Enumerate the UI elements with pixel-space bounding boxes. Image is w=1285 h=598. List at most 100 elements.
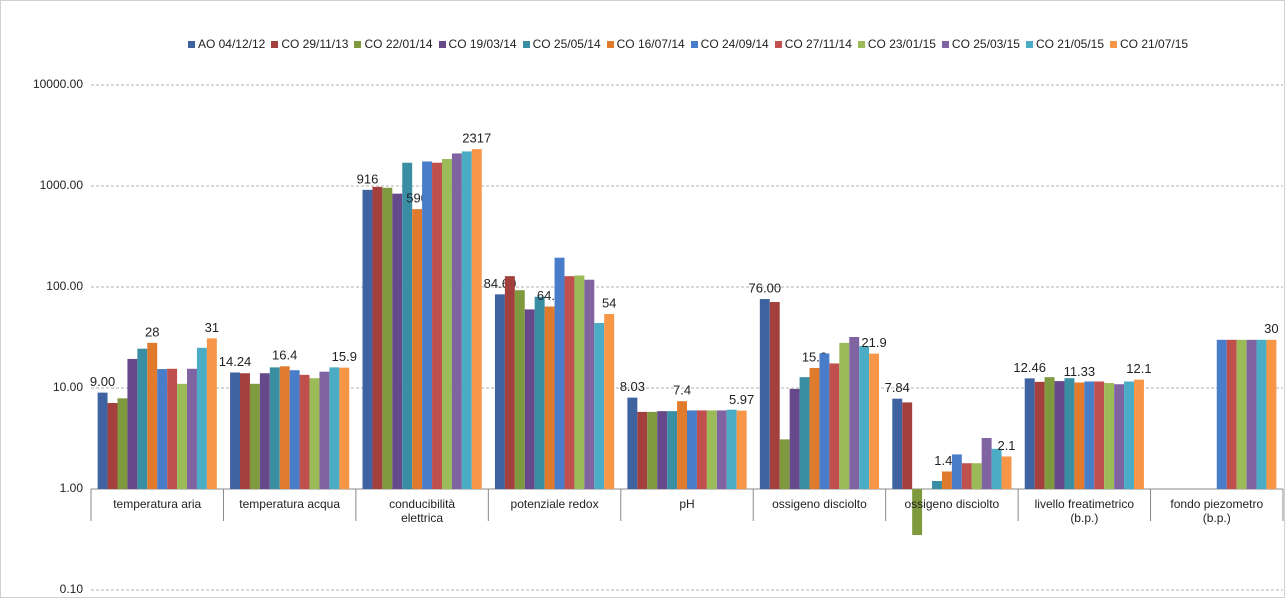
x-tick-label: pH (679, 497, 695, 511)
bar (657, 411, 668, 489)
bar (432, 162, 442, 489)
legend-swatch (1110, 40, 1118, 48)
bar (1084, 381, 1095, 489)
data-label: 5.97 (729, 392, 754, 407)
bar (574, 275, 585, 489)
data-label: 28 (145, 324, 159, 339)
bar (1256, 339, 1267, 489)
bar (932, 481, 942, 489)
bar (1064, 378, 1075, 489)
bar (1001, 456, 1012, 489)
bar (869, 353, 880, 489)
legend-label: CO 25/03/15 (951, 37, 1020, 51)
x-tick-label: temperatura aria (113, 497, 202, 511)
bar (167, 368, 178, 489)
bar (892, 398, 903, 489)
bar (677, 401, 687, 489)
bar (524, 309, 535, 489)
bar (177, 383, 188, 489)
legend-label: CO 16/07/14 (616, 37, 685, 51)
legend-label: AO 04/12/12 (197, 37, 266, 51)
bar (97, 392, 108, 489)
bar (1134, 379, 1144, 489)
x-tick-label: ossigeno disciolto (904, 497, 1000, 511)
bar (687, 410, 697, 489)
bar (971, 463, 982, 489)
bar (961, 463, 972, 489)
bar (859, 346, 870, 489)
y-tick-label: 10.00 (53, 380, 83, 394)
bar (789, 388, 800, 489)
bar (1034, 381, 1045, 489)
bar (1124, 381, 1134, 489)
data-label: 31 (205, 320, 219, 335)
bar (534, 296, 545, 489)
data-label: 12.1 (1126, 361, 1151, 376)
legend-item: CO 27/11/14 (774, 37, 852, 51)
bar (1104, 383, 1115, 489)
bar (230, 372, 240, 489)
data-label: 2.1 (997, 438, 1015, 453)
legend-swatch (857, 40, 865, 48)
bar (329, 367, 340, 489)
bar (461, 151, 472, 489)
legend-item: CO 23/01/15 (857, 37, 936, 51)
legend-swatch (271, 40, 279, 48)
bar (809, 367, 820, 489)
bar (309, 378, 320, 489)
legend-item: CO 22/01/14 (354, 37, 433, 51)
bar (941, 471, 952, 489)
bar (259, 373, 270, 489)
bar (494, 294, 505, 489)
y-tick-label: 0.10 (60, 582, 84, 596)
data-label: 15.9 (332, 349, 357, 364)
data-label: 8.03 (620, 379, 645, 394)
legend-label: CO 27/11/14 (784, 37, 852, 51)
bar (1246, 339, 1257, 489)
bar (269, 367, 280, 489)
bar (839, 342, 850, 489)
data-label: 9.00 (90, 374, 115, 389)
bar (187, 368, 197, 489)
bar (819, 353, 830, 489)
bar (584, 279, 595, 489)
bar (912, 489, 923, 536)
data-label: 21.9 (861, 335, 886, 350)
legend-swatch (187, 40, 195, 48)
bar (544, 306, 555, 489)
bar (147, 342, 158, 489)
bar (249, 383, 260, 489)
bar (107, 403, 118, 489)
bar (279, 366, 290, 489)
legend-label: CO 21/05/15 (1035, 37, 1105, 51)
bar (637, 411, 648, 489)
bar (951, 454, 962, 489)
bar (339, 367, 350, 489)
bar (1236, 339, 1247, 489)
bar (299, 374, 310, 489)
bar (471, 149, 482, 490)
bar (902, 402, 913, 489)
bar (1226, 339, 1237, 489)
data-label: 11.33 (1064, 364, 1096, 379)
bar (1074, 382, 1085, 489)
data-label: 7.4 (673, 383, 691, 398)
data-label: 14.24 (219, 354, 252, 369)
y-tick-label: 1.00 (60, 481, 84, 495)
legend-label: CO 19/03/14 (448, 37, 517, 51)
bar (372, 186, 383, 489)
bar (362, 189, 373, 489)
data-label: 2317 (462, 131, 491, 146)
legend-item: CO 16/07/14 (606, 37, 685, 51)
bar (137, 348, 148, 489)
bar (514, 290, 525, 489)
legend-swatch (354, 40, 362, 48)
bar (849, 336, 860, 489)
bar (422, 161, 433, 489)
bar (504, 276, 515, 489)
legend-swatch (774, 40, 782, 48)
legend-item: CO 24/09/14 (690, 37, 769, 51)
bar (759, 299, 770, 489)
legend-swatch (606, 40, 614, 48)
